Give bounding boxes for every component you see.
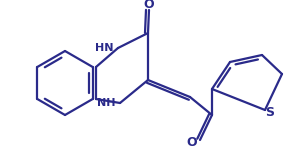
Text: S: S <box>265 106 274 119</box>
Text: O: O <box>187 135 197 148</box>
Text: HN: HN <box>95 43 114 53</box>
Text: O: O <box>144 0 154 11</box>
Text: NH: NH <box>98 98 116 108</box>
